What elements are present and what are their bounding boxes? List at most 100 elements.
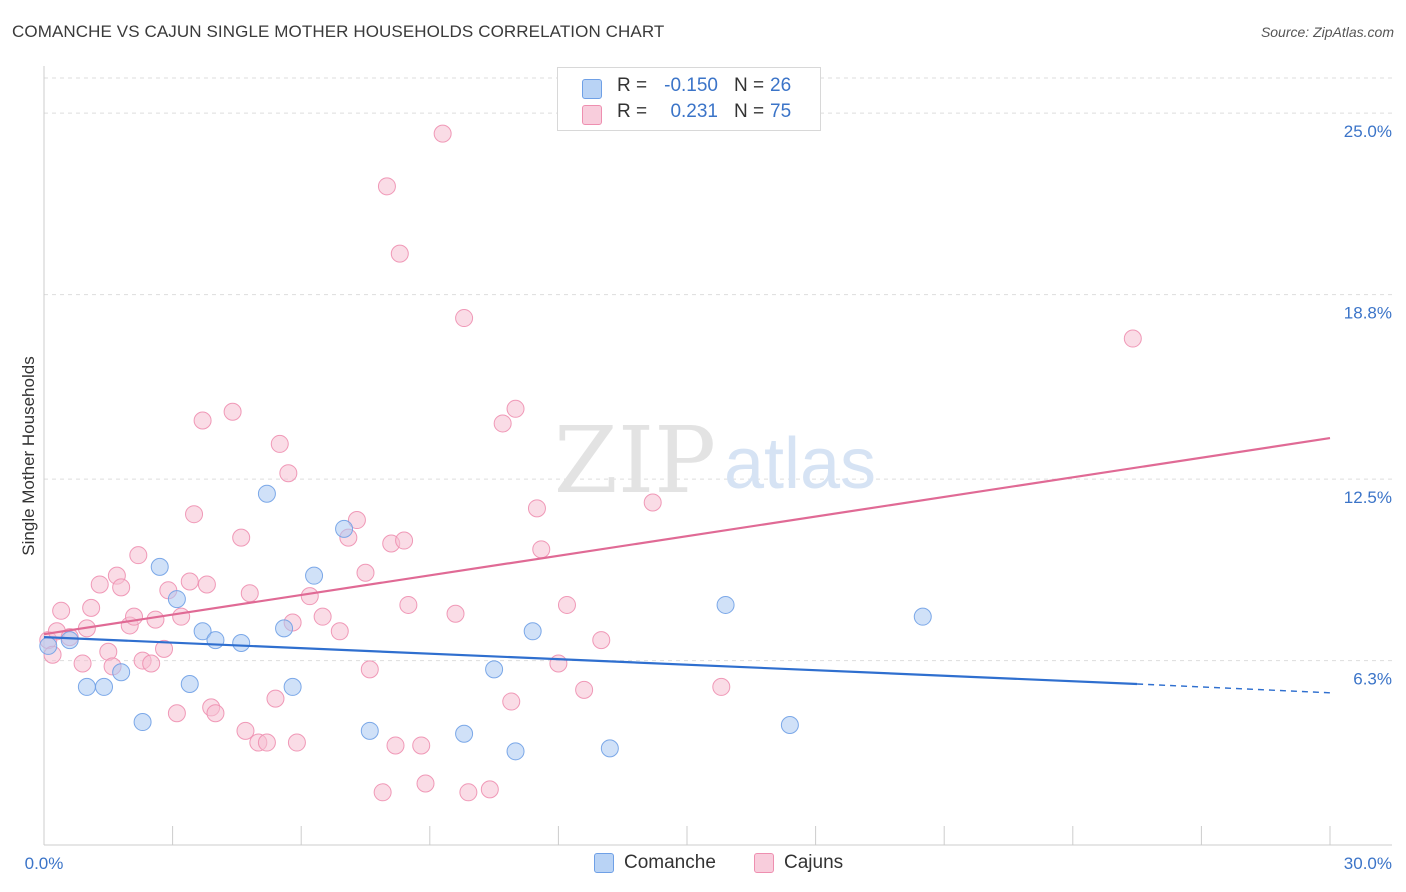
cajuns-point — [360, 660, 379, 679]
legend-label-comanche: Comanche — [624, 852, 716, 873]
legend-row-cajuns: R = 0.231 N = 75 — [558, 101, 820, 127]
cajuns-point — [197, 575, 216, 594]
legend-r-value: -0.150 — [664, 75, 718, 96]
cajuns-point — [90, 575, 109, 594]
cajuns-point — [549, 654, 568, 673]
comanche-point — [335, 519, 354, 538]
watermark: ZIP atlas — [554, 407, 876, 514]
cajuns-point — [300, 587, 319, 606]
legend-n-label: N = — [734, 101, 765, 122]
cajuns-point — [180, 572, 199, 591]
cajuns-point — [433, 124, 452, 143]
comanche-point — [193, 622, 212, 641]
comanche-point — [206, 631, 225, 650]
legend-n-label: N = — [734, 75, 765, 96]
comanche-point — [506, 742, 525, 761]
series-legend: Comanche Cajuns — [0, 852, 1406, 878]
cajuns-point — [330, 622, 349, 641]
y-tick-label: 18.8% — [1344, 304, 1392, 323]
cajuns-point — [455, 309, 474, 328]
cajuns-point — [82, 598, 101, 617]
cajuns-point — [142, 654, 161, 673]
cajuns-point — [412, 736, 431, 755]
cajuns-point — [266, 689, 285, 708]
grid-layer — [44, 77, 1392, 662]
y-tick-label: 12.5% — [1344, 488, 1392, 507]
comanche-swatch — [582, 79, 602, 99]
y-tick-label: 6.3% — [1353, 670, 1392, 689]
cajuns-point — [236, 721, 255, 740]
cajuns-swatch — [754, 853, 774, 873]
chart-title: COMANCHE VS CAJUN SINGLE MOTHER HOUSEHOL… — [12, 22, 665, 41]
comanche-point — [780, 715, 799, 734]
cajuns-point — [386, 736, 405, 755]
cajuns-point — [1123, 329, 1142, 348]
cajuns-point — [206, 704, 225, 723]
comanche-point — [913, 607, 932, 626]
cajuns-point — [575, 680, 594, 699]
cajuns-point — [532, 540, 551, 559]
legend-r-label: R = — [617, 75, 648, 96]
comanche-point — [600, 739, 619, 758]
cajuns-point — [172, 607, 191, 626]
cajuns-point — [712, 677, 731, 696]
watermark-zip: ZIP — [554, 407, 716, 514]
cajuns-point — [112, 578, 131, 597]
cajuns-point — [52, 601, 71, 620]
comanche-point — [150, 557, 169, 576]
cajuns-point — [395, 531, 414, 550]
cajuns-point — [527, 499, 546, 518]
cajuns-point — [313, 607, 332, 626]
legend-label-cajuns: Cajuns — [784, 852, 844, 873]
cajuns-point — [643, 493, 662, 512]
x-tick-label: 0.0% — [25, 854, 64, 873]
legend-r-value: 0.231 — [670, 101, 718, 122]
cajuns-point — [390, 244, 409, 263]
comanche-trend-extension — [1137, 683, 1331, 694]
cajuns-point — [279, 464, 298, 483]
cajuns-point — [193, 411, 212, 430]
comanche-point — [95, 677, 114, 696]
comanche-point — [455, 724, 474, 743]
cajuns-point — [480, 780, 499, 799]
comanche-point — [257, 484, 276, 503]
cajuns-point — [356, 563, 375, 582]
cajuns-point — [155, 639, 174, 658]
cajuns-point — [506, 399, 525, 418]
cajuns-point — [493, 414, 512, 433]
source-label: Source: ZipAtlas.com — [1260, 24, 1394, 40]
cajuns-swatch — [582, 105, 602, 125]
cajuns-point — [287, 733, 306, 752]
comanche-trend-line — [43, 636, 1138, 686]
comanche-point — [39, 636, 58, 655]
y-axis-label: Single Mother Households — [19, 356, 38, 555]
comanche-point — [485, 660, 504, 679]
cajuns-point — [240, 584, 259, 603]
cajuns-point — [270, 434, 289, 453]
cajuns-point — [167, 704, 186, 723]
cajuns-point — [459, 783, 478, 802]
cajuns-point — [502, 692, 521, 711]
comanche-point — [305, 566, 324, 585]
cajuns-trend-line — [43, 436, 1331, 636]
legend-row-comanche: R = -0.150 N = 26 — [558, 75, 820, 101]
cajuns-point — [592, 631, 611, 650]
cajuns-point — [223, 402, 242, 421]
cajuns-point — [125, 607, 144, 626]
legend-n-value: 26 — [770, 75, 792, 96]
cajuns-point — [257, 733, 276, 752]
axis-layer — [43, 66, 1392, 846]
cajuns-point — [347, 511, 366, 530]
cajuns-point — [146, 610, 165, 629]
cajuns-point — [232, 528, 251, 547]
comanche-point — [283, 677, 302, 696]
cajuns-point — [185, 505, 204, 524]
x-tick-label: 30.0% — [1344, 854, 1392, 873]
watermark-atlas: atlas — [724, 424, 876, 504]
comanche-point — [77, 677, 96, 696]
comanche-point — [275, 619, 294, 638]
legend-r-label: R = — [617, 101, 648, 122]
comanche-point — [360, 721, 379, 740]
